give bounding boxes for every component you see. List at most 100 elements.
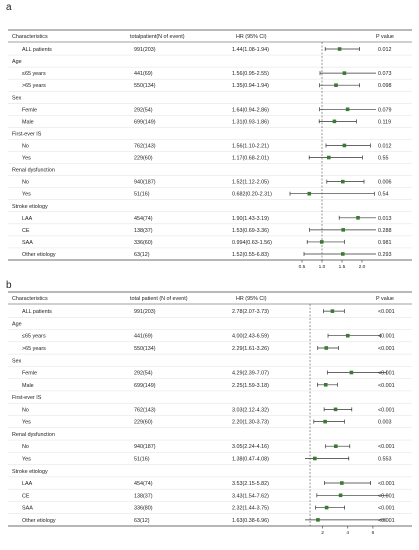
hr-point xyxy=(341,228,345,232)
row-hr-ci: 2.25(1.59-3.18) xyxy=(232,383,269,389)
row-patients: 51(16) xyxy=(134,192,150,198)
x-tick-label: 2 xyxy=(321,530,324,536)
row-label: Male xyxy=(22,383,34,389)
x-tick-label: 1.5 xyxy=(339,264,346,270)
row-p-value: 0.012 xyxy=(378,47,392,53)
row-patients: 336(80) xyxy=(134,506,153,512)
row-hr-ci: 0.682(0.20-2.31) xyxy=(232,192,272,198)
hr-point xyxy=(337,47,342,51)
row-label: Other etiology xyxy=(22,518,56,524)
row-patients: 138(37) xyxy=(134,228,153,234)
hr-point xyxy=(323,419,327,424)
row-label: CE xyxy=(22,228,30,234)
row-patients: 940(187) xyxy=(134,180,156,186)
hr-point xyxy=(334,83,338,87)
panel-letter-a: a xyxy=(6,2,12,13)
row-hr-ci: 1.53(0.69-3.36) xyxy=(232,228,269,234)
row-patients: 292(54) xyxy=(134,107,153,113)
row-hr-ci: 2.20(1.30-3.73) xyxy=(232,420,269,426)
row-patients: 550(134) xyxy=(134,83,156,89)
row-label: Yes xyxy=(22,456,31,462)
row-patients: 51(16) xyxy=(134,456,150,462)
hr-point xyxy=(332,119,337,124)
row-patients: 762(143) xyxy=(134,143,156,149)
row-p-value: 0.553 xyxy=(378,456,392,462)
subgroup-heading: Renal dysfunction xyxy=(12,432,55,438)
row-p-value: 0.288 xyxy=(378,228,392,234)
row-hr-ci: 1.35(0.94-1.94) xyxy=(232,83,269,89)
row-patients: 991(203) xyxy=(134,309,156,315)
row-hr-ci: 1.56(1.10-2.21) xyxy=(232,143,269,149)
row-label: ALL patients xyxy=(22,47,52,53)
subgroup-heading: Stroke etiology xyxy=(12,469,48,475)
row-patients: 63(12) xyxy=(134,518,150,524)
row-p-value: 0.079 xyxy=(378,107,392,113)
row-p-value: 0.003 xyxy=(378,420,392,426)
panel-letter-b: b xyxy=(6,280,12,291)
row-p-value: <0.001 xyxy=(378,444,395,450)
row-label: SAA xyxy=(22,240,33,246)
row-p-value: 0.098 xyxy=(378,83,392,89)
col-header-characteristics: Characteristics xyxy=(12,34,48,40)
row-patients: 441(69) xyxy=(134,71,153,77)
hr-point xyxy=(307,191,312,196)
x-tick-label: 2.0 xyxy=(359,264,366,270)
row-label: ALL patients xyxy=(22,309,52,315)
row-label: LAA xyxy=(22,216,33,222)
row-patients: 441(69) xyxy=(134,334,153,340)
row-hr-ci: 4.29(2.39-7.07) xyxy=(232,371,269,377)
row-hr-ci: 3.05(2.24-4.16) xyxy=(232,444,269,450)
row-p-value: <0.001 xyxy=(378,407,395,413)
row-p-value: 0.293 xyxy=(378,252,392,258)
row-patients: 63(12) xyxy=(134,252,150,258)
row-hr-ci: 1.63(0.38-6.96) xyxy=(232,518,269,524)
hr-point xyxy=(323,383,328,387)
hr-point xyxy=(333,407,338,412)
hr-point xyxy=(342,143,347,148)
row-patients: 336(60) xyxy=(134,240,153,246)
row-label: No xyxy=(22,143,29,149)
hr-point xyxy=(324,505,329,510)
hr-point xyxy=(356,216,360,220)
row-hr-ci: 1.38(0.47-4.08) xyxy=(232,456,269,462)
col-header-hr: HR (95% CI) xyxy=(236,296,267,302)
row-patients: 940(187) xyxy=(134,444,156,450)
subgroup-heading: First-ever IS xyxy=(12,131,42,137)
row-hr-ci: 2.32(1.44-3.75) xyxy=(232,506,269,512)
subgroup-heading: Sex xyxy=(12,95,22,101)
hr-point xyxy=(342,71,347,75)
row-p-value: <0.001 xyxy=(378,506,395,512)
row-label: No xyxy=(22,180,29,186)
row-hr-ci: 1.17(0.68-2.01) xyxy=(232,156,269,162)
row-p-value: 0.006 xyxy=(378,180,392,186)
row-patients: 699(149) xyxy=(134,119,156,125)
x-tick-label: 0.5 xyxy=(299,264,306,270)
row-hr-ci: 0.994(0.63-1.56) xyxy=(232,240,272,246)
hr-point xyxy=(324,346,329,350)
row-patients: 138(37) xyxy=(134,493,153,499)
row-patients: 229(60) xyxy=(134,156,153,162)
subgroup-heading: Renal dysfunction xyxy=(12,168,55,174)
hr-point xyxy=(345,333,350,338)
row-hr-ci: 1.64(0.94-2.86) xyxy=(232,107,269,113)
subgroup-heading: Sex xyxy=(12,358,22,364)
row-p-value: <0.001 xyxy=(378,518,395,524)
forest-plot-b: Characteristics total patient (N of event… xyxy=(8,291,412,536)
hr-point xyxy=(345,107,350,112)
subgroup-heading: Age xyxy=(12,59,22,65)
hr-point xyxy=(341,252,345,256)
col-header-p-value: P value xyxy=(376,34,394,40)
row-p-value: <0.001 xyxy=(378,383,395,389)
row-patients: 762(143) xyxy=(134,407,156,413)
subgroup-heading: Age xyxy=(12,321,22,327)
row-hr-ci: 1.31(0.93-1.86) xyxy=(232,119,269,125)
hr-point xyxy=(334,444,338,448)
row-label: Other etiology xyxy=(22,252,56,258)
hr-point xyxy=(313,456,317,461)
col-header-characteristics: Characteristics xyxy=(12,296,48,302)
row-p-value: 0.073 xyxy=(378,71,392,77)
subgroup-heading: First-ever IS xyxy=(12,395,42,401)
row-hr-ci: 2.29(1.61-3.26) xyxy=(232,346,269,352)
row-p-value: <0.001 xyxy=(378,493,395,499)
row-p-value: <0.001 xyxy=(378,481,395,487)
